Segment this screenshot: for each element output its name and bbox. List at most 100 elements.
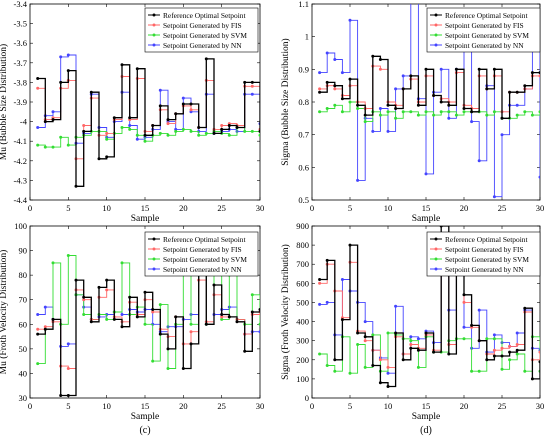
legend-marker-fis [434, 23, 438, 27]
data-point-nn [120, 313, 124, 316]
data-point-svm [515, 113, 519, 117]
series-line-ref [319, 55, 540, 119]
chart-panel-1: -4.4 -4.3 -4.2 -4.1 -4 -3.9 -3.8 -3.7 -3.6 -3.5 -3… [0, 0, 264, 238]
data-point-ref [82, 295, 86, 299]
data-point-svm [318, 110, 322, 114]
y-tick-label: -4.1 [14, 136, 27, 146]
data-point-ref [120, 325, 124, 329]
data-point-ref [89, 320, 93, 324]
data-point-ref [508, 90, 512, 94]
data-point-ref [318, 278, 322, 281]
data-point-fis [318, 281, 322, 285]
data-point-ref [432, 350, 436, 354]
data-point-ref [462, 293, 466, 297]
y-tick-label: 0 [305, 393, 309, 403]
legend-marker-fis [152, 23, 156, 27]
data-point-ref [394, 331, 398, 335]
data-point-nn [492, 333, 496, 337]
data-point-nn [36, 313, 40, 316]
data-point-svm [356, 107, 360, 110]
data-point-ref [250, 80, 254, 84]
data-point-svm [378, 113, 382, 117]
data-point-ref [348, 77, 352, 81]
x-tick-label: 15 [422, 401, 431, 411]
y-tick-label: 600 [296, 278, 309, 288]
data-point-ref [227, 315, 231, 319]
data-point-ref [120, 63, 124, 67]
x-tick-label: 15 [422, 203, 431, 213]
x-tick-label: 15 [141, 203, 150, 213]
data-point-svm [174, 129, 178, 133]
data-point-svm [166, 133, 170, 137]
data-point-svm [325, 364, 329, 367]
data-point-ref [378, 58, 382, 61]
data-point-nn [515, 331, 519, 335]
data-point-ref [36, 332, 40, 336]
data-point-ref [508, 350, 512, 354]
data-point-fis [538, 74, 540, 78]
data-point-svm [36, 143, 40, 147]
data-point-ref [416, 348, 420, 352]
data-point-nn [318, 71, 322, 75]
data-point-fis [189, 108, 193, 112]
x-axis-label: Sample [131, 214, 160, 224]
data-point-ref [447, 103, 451, 107]
y-axis-label: Sigma (Froth Velocity Distribution) [280, 244, 291, 380]
legend-label-nn: Setpoint Generated by NN [445, 41, 524, 50]
y-tick-label: 100 [14, 221, 27, 231]
data-point-svm [243, 129, 247, 133]
y-tick-label: 300 [296, 336, 309, 346]
data-point-ref [363, 335, 367, 339]
y-tick-label: -4.3 [14, 175, 27, 185]
data-point-ref [220, 127, 224, 131]
data-point-ref [333, 358, 337, 362]
data-point-svm [515, 352, 519, 356]
legend-box [426, 7, 541, 53]
x-tick-label: 25 [217, 203, 226, 213]
data-point-svm [120, 261, 124, 265]
data-point-nn [128, 124, 132, 127]
data-point-ref [318, 90, 322, 94]
data-point-svm [485, 113, 489, 117]
data-point-ref [477, 67, 481, 71]
data-point-ref [43, 327, 47, 331]
data-point-ref [477, 339, 481, 343]
y-tick-label: 1 [305, 32, 309, 42]
data-point-ref [174, 315, 178, 319]
data-point-svm [59, 135, 63, 139]
legend-marker-ref [152, 13, 156, 17]
data-point-ref [89, 90, 93, 94]
data-point-ref [462, 107, 466, 110]
y-tick-label: 0.7 [298, 130, 309, 140]
chart-panel-4: 0 100 200 300 400 500 600 700 800 900 0 5 10 15 20 25 30… [280, 221, 544, 436]
data-point-ref [538, 360, 540, 364]
data-point-ref [530, 71, 534, 75]
data-point-ref [470, 110, 474, 114]
chart-panel-2: 0.5 0.6 0.7 0.8 0.9 1 1.1 0 5 10 15 20 25 30 Sample Sig… [280, 0, 544, 238]
y-axis-label: Sigma (Bubble Size Distribution) [280, 38, 291, 165]
data-point-svm [82, 313, 86, 316]
data-point-ref [166, 118, 170, 122]
data-point-fis [508, 344, 512, 348]
data-point-ref [204, 322, 208, 326]
data-point-svm [51, 261, 55, 265]
x-tick-label: 25 [217, 401, 226, 411]
data-point-ref [51, 317, 55, 321]
data-point-nn [51, 110, 55, 114]
data-point-ref [74, 278, 78, 282]
data-point-ref [325, 80, 329, 84]
data-point-ref [197, 126, 201, 129]
data-point-nn [447, 116, 451, 120]
data-point-fis [105, 288, 109, 292]
data-point-ref [538, 71, 540, 75]
data-point-svm [105, 137, 109, 141]
data-point-ref [500, 116, 504, 120]
data-point-ref [530, 377, 534, 381]
series-line-ref [319, 226, 540, 388]
data-point-svm [158, 131, 162, 135]
data-point-svm [348, 371, 352, 375]
data-point-fis [189, 330, 193, 334]
data-point-svm [454, 113, 458, 117]
y-tick-label: 60 [19, 319, 28, 329]
